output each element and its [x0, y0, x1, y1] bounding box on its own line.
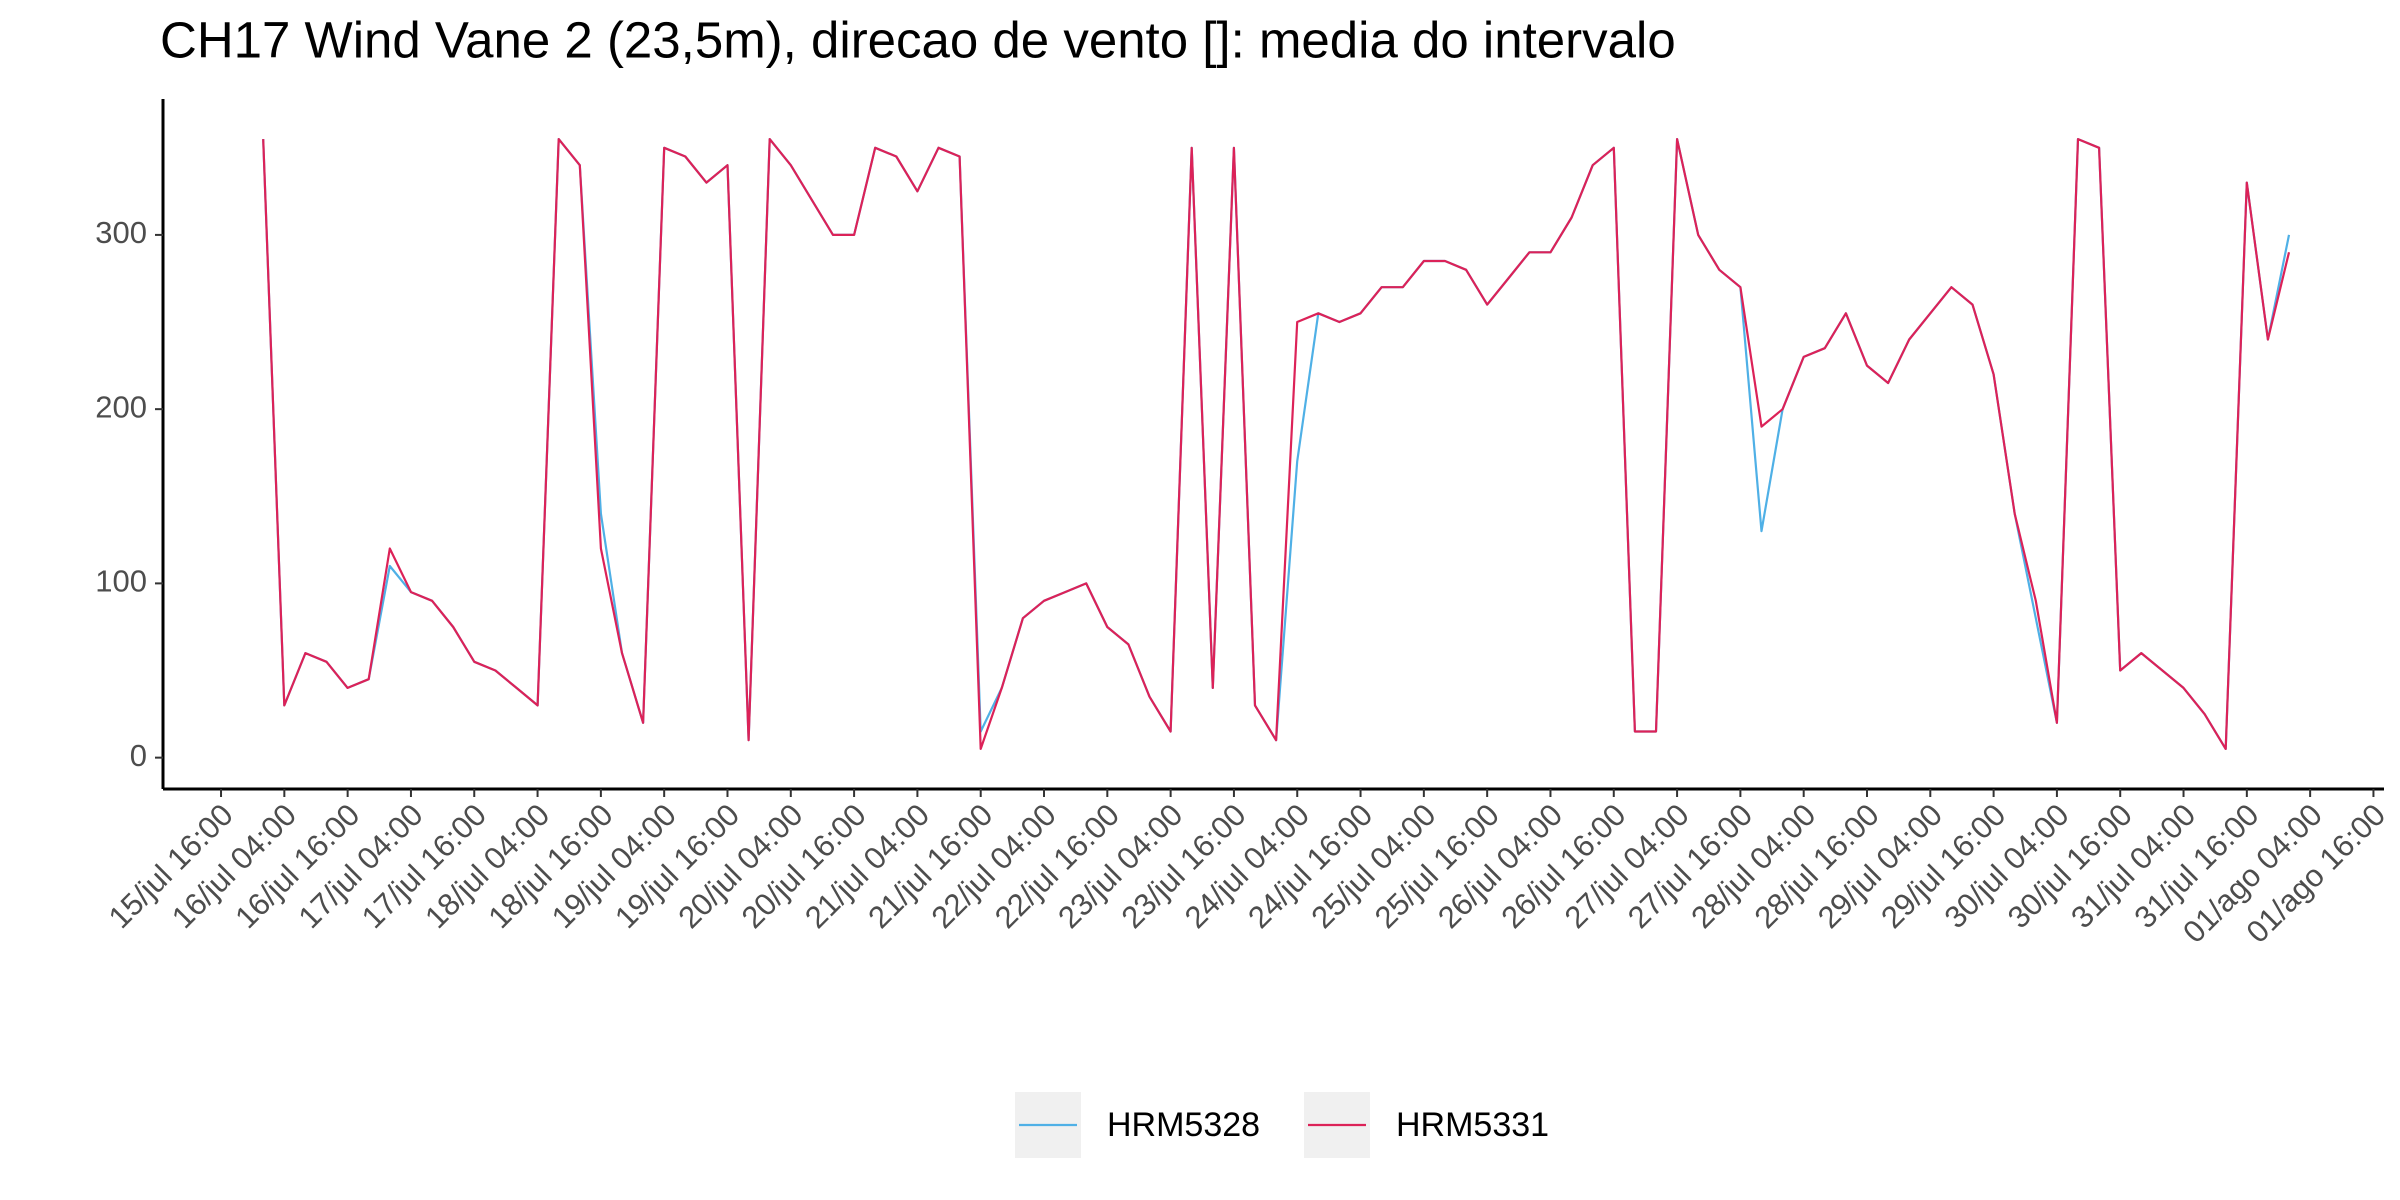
y-tick-label: 300	[95, 215, 147, 250]
y-tick-label: 100	[95, 564, 147, 599]
y-tick-label: 0	[130, 738, 147, 773]
chart-title: CH17 Wind Vane 2 (23,5m), direcao de ven…	[160, 11, 1676, 68]
series-line	[262, 138, 2291, 750]
legend-label: HRM5331	[1396, 1106, 1549, 1144]
y-tick-label: 200	[95, 389, 147, 424]
legend-label: HRM5328	[1107, 1106, 1260, 1144]
series-line	[262, 138, 2291, 750]
legend: HRM5328 HRM5331	[1015, 1092, 1549, 1158]
